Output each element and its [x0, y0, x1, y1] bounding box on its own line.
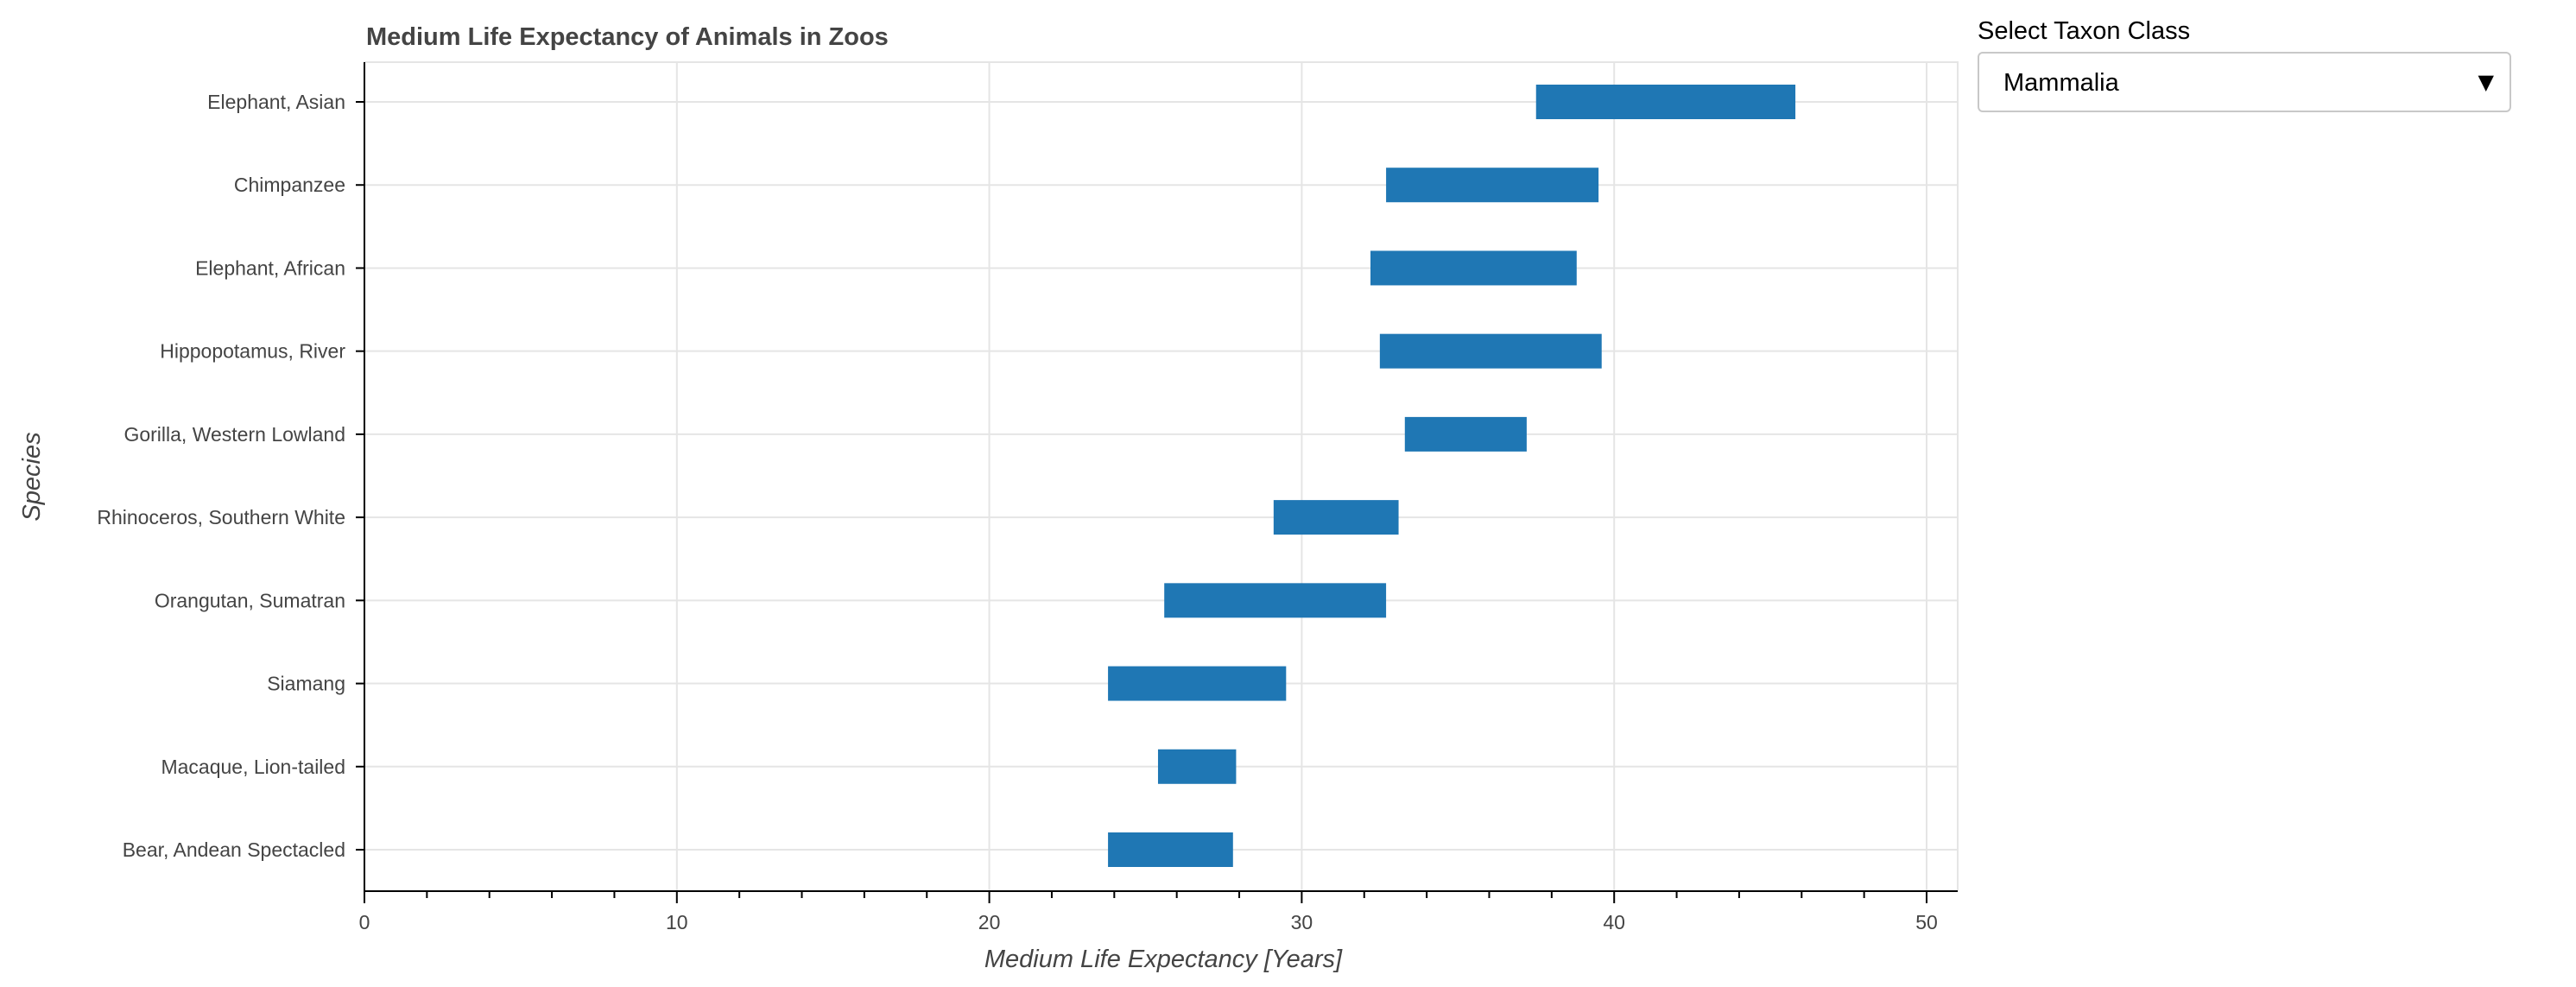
x-tick-label: 30 [1291, 911, 1313, 933]
y-axis-title: Species [18, 432, 46, 521]
bar [1108, 666, 1287, 701]
bar [1164, 583, 1387, 618]
bar [1370, 250, 1577, 286]
triangle-down-icon: ▼ [2478, 70, 2494, 94]
chart-title: Medium Life Expectancy of Animals in Zoo… [366, 23, 889, 51]
bar [1157, 749, 1237, 784]
bar [1535, 85, 1796, 119]
x-tick-label: 20 [978, 911, 1001, 933]
taxon-select-label: Select Taxon Class [1978, 17, 2191, 45]
bar [1108, 832, 1233, 867]
y-tick-label: Bear, Andean Spectacled [123, 838, 345, 861]
y-tick-label: Rhinoceros, Southern White [97, 506, 345, 528]
bars [1108, 85, 1796, 867]
x-axis-title: Medium Life Expectancy [Years] [984, 946, 1343, 973]
bar [1379, 333, 1602, 369]
bar [1404, 416, 1527, 452]
y-tick-label: Elephant, African [195, 256, 345, 279]
x-tick-label: 10 [666, 911, 688, 933]
y-tick-label: Gorilla, Western Lowland [123, 423, 345, 446]
taxon-select[interactable]: Mammalia ▼ [1978, 52, 2511, 112]
y-tick-label: Elephant, Asian [207, 91, 345, 113]
x-tick-label: 40 [1603, 911, 1625, 933]
x-tick-label: 0 [359, 911, 370, 933]
y-tick-label: Orangutan, Sumatran [155, 589, 345, 611]
y-tick-label: Chimpanzee [234, 174, 345, 196]
y-tick-label: Siamang [267, 673, 345, 695]
taxon-select-value: Mammalia [2003, 69, 2119, 97]
axes: Elephant, Asian Chimpanzee Elephant, Afric… [97, 62, 1958, 933]
x-tick-label: 50 [1915, 911, 1938, 933]
bar [1386, 168, 1599, 203]
bar [1273, 500, 1399, 535]
y-tick-label: Hippopotamus, River [160, 340, 345, 363]
y-tick-label: Macaque, Lion-tailed [161, 756, 345, 778]
